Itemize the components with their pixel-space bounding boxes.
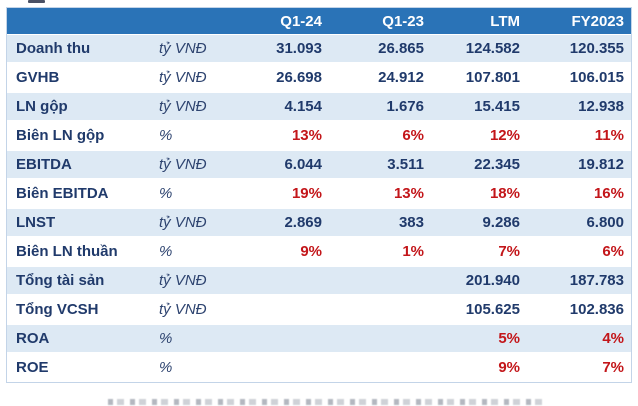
cell-value: 120.355 [569,40,624,57]
table-header-row: Q1-24 Q1-23 LTM FY2023 [7,8,631,34]
cell-value: 102.836 [569,301,624,318]
row-unit: tỷ VNĐ [159,301,207,318]
cell-value: 124.582 [465,40,520,57]
column-header-q1-23: Q1-23 [382,12,424,30]
cell-value: 18% [489,185,520,202]
cell-value: 19.812 [578,156,624,173]
row-unit: tỷ VNĐ [159,40,207,57]
row-unit: % [159,127,173,144]
row-label: LNST [16,214,56,231]
cell-value: 19% [291,185,322,202]
cell-value: 3.511 [387,156,424,173]
cell-value: 6.044 [284,156,322,173]
row-unit: tỷ VNĐ [159,214,207,231]
row-label: Tổng tài sản [16,272,105,289]
cell-value: 24.912 [378,69,424,86]
row-unit: tỷ VNĐ [159,98,207,115]
table-row: Biên LN gộp% 13% 6% 12% 11% [7,121,631,150]
cell-value: 5% [498,330,520,347]
table-body: Doanh thu tỷ VNĐ 31.093 26.865 124.582 120.35… [7,34,631,382]
row-label: LN gộp [16,98,68,115]
cell-value: 7% [498,243,520,260]
cell-value: 22.345 [474,156,520,173]
row-unit: % [159,243,173,260]
table-row: Tổng VCSH tỷ VNĐ 105.625 102.836 [7,295,631,324]
cell-value: 6% [402,127,424,144]
cropped-text-artifact [28,0,45,3]
column-header-ltm: LTM [490,12,520,30]
row-label: Biên LN thuần [16,243,118,260]
cell-value: 13% [291,127,322,144]
cell-value: 12.938 [578,98,624,115]
row-label: ROA [16,330,50,347]
table-row: LN gộp tỷ VNĐ 4.154 1.676 15.415 12.938 [7,92,631,121]
cell-value: 187.783 [569,272,624,289]
row-label: GVHB [16,69,60,86]
row-unit: % [159,330,173,347]
cell-value: 383 [398,214,424,231]
row-label: ROE [16,359,49,376]
row-label: Biên EBITDA [16,185,109,202]
cell-value: 26.698 [276,69,322,86]
row-unit: % [159,359,173,376]
cell-value: 6% [602,243,624,260]
cell-value: 11% [594,127,624,144]
cell-value: 105.625 [465,301,520,318]
cell-value: 15.415 [474,98,520,115]
cell-value: 12% [489,127,520,144]
table-row: LNST tỷ VNĐ 2.869 383 9.286 6.800 [7,208,631,237]
cell-value: 2.869 [284,214,322,231]
row-unit: tỷ VNĐ [159,69,207,86]
financial-summary-table: Q1-24 Q1-23 LTM FY2023 Doanh thu tỷ VNĐ 31… [6,7,632,383]
table-row: EBITDA tỷ VNĐ 6.044 3.511 22.345 19.812 [7,150,631,179]
cell-value: 9% [498,359,520,376]
table-row: Biên EBITDA% 19% 13% 18% 16% [7,179,631,208]
column-header-fy2023: FY2023 [571,12,624,30]
cropped-caption-artifact [108,399,544,405]
column-header-q1-24: Q1-24 [280,12,322,30]
cell-value: 107.801 [465,69,520,86]
cell-value: 6.800 [586,214,624,231]
cell-value: 9.286 [482,214,520,231]
table-row: ROE% 9% 7% [7,353,631,382]
row-label: EBITDA [16,156,72,173]
cell-value: 106.015 [569,69,624,86]
row-label: Tổng VCSH [16,301,99,318]
table-row: GVHB tỷ VNĐ 26.698 24.912 107.801 106.015 [7,63,631,92]
row-label: Doanh thu [16,40,91,57]
cell-value: 31.093 [276,40,322,57]
table-row: ROA% 5% 4% [7,324,631,353]
cell-value: 7% [602,359,624,376]
cell-value: 1% [402,243,424,260]
cell-value: 16% [593,185,624,202]
row-unit: % [159,185,173,202]
table-row: Tổng tài sản tỷ VNĐ 201.940 187.783 [7,266,631,295]
row-unit: tỷ VNĐ [159,272,207,289]
table-row: Doanh thu tỷ VNĐ 31.093 26.865 124.582 120.35… [7,34,631,63]
cell-value: 201.940 [465,272,520,289]
cell-value: 4.154 [284,98,322,115]
row-label: Biên LN gộp [16,127,105,144]
cell-value: 4% [602,330,624,347]
cell-value: 13% [393,185,424,202]
row-unit: tỷ VNĐ [159,156,207,173]
cell-value: 9% [300,243,322,260]
cell-value: 1.676 [386,98,424,115]
cell-value: 26.865 [378,40,424,57]
table-row: Biên LN thuần% 9% 1% 7% 6% [7,237,631,266]
